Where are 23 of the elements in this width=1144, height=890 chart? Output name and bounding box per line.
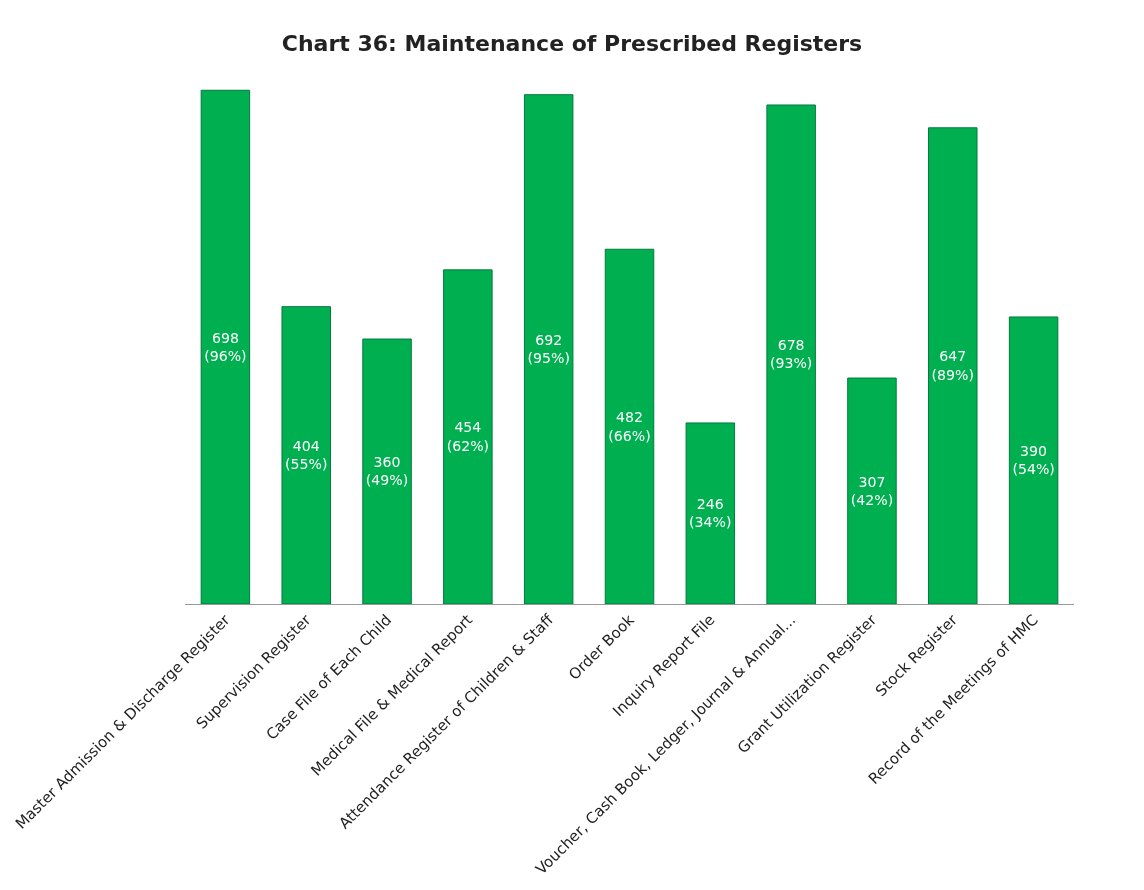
bar (1008, 316, 1059, 604)
bar (443, 269, 493, 604)
data-label: 307 (42%) (850, 473, 894, 508)
data-label: 692 (95%) (527, 331, 570, 367)
bar (362, 338, 412, 604)
bar (928, 127, 978, 604)
data-label: 678 (93%) (769, 337, 813, 372)
bar (766, 104, 816, 604)
data-label: 698 (96%) (204, 329, 247, 365)
bar (281, 306, 331, 604)
data-label: 246 (34%) (689, 495, 732, 531)
data-label: 390 (54%) (1012, 443, 1055, 478)
chart-title: Chart 36: Maintenance of Prescribed Registers (281, 31, 863, 56)
bar (847, 377, 897, 604)
bar (604, 248, 655, 604)
data-label: 454 (62%) (446, 419, 490, 454)
data-label: 482 (66%) (608, 409, 651, 444)
data-label: 360 (49%) (365, 454, 409, 489)
data-label: 404 (55%) (285, 437, 328, 473)
bar (685, 422, 736, 604)
bar (523, 94, 574, 604)
data-label: 647 (89%) (931, 348, 974, 383)
bar (200, 89, 251, 604)
